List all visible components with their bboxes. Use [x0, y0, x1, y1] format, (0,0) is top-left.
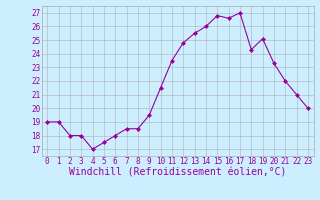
X-axis label: Windchill (Refroidissement éolien,°C): Windchill (Refroidissement éolien,°C) [69, 168, 286, 178]
